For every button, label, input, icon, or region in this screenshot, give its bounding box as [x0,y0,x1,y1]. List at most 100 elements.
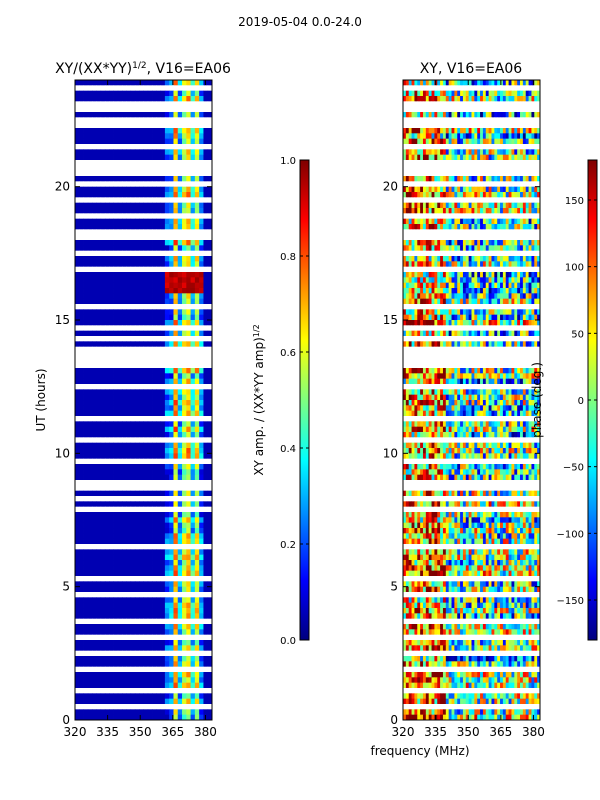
heatmap-cell [96,378,102,385]
heatmap-cell [126,597,132,604]
heatmap-cell [117,394,123,401]
heatmap-cell [182,666,187,673]
heatmap-cell [122,90,127,97]
heatmap-cell [194,149,200,156]
heatmap-cell [194,640,200,646]
heatmap-cell [147,405,153,412]
heatmap-cell [169,325,174,332]
heatmap-cell [100,186,106,193]
heatmap-cell [164,394,170,401]
heatmap-cell [169,661,174,668]
heatmap-cell [160,688,166,694]
heatmap-cell [113,160,119,166]
heatmap-cell [405,170,410,177]
heatmap-cell [122,373,127,380]
heatmap-cell [160,368,166,374]
heatmap-cell [508,170,512,177]
heatmap-cell [122,282,127,289]
heatmap-cell [109,186,114,193]
heatmap-cell [139,176,144,182]
heatmap-cell [164,325,170,332]
heatmap-cell [113,213,119,220]
heatmap-cell [143,277,149,284]
heatmap-cell [190,213,196,220]
heatmap-cell [164,405,170,412]
heatmap-cell [169,80,174,86]
heatmap-cell [440,165,444,172]
heatmap-cell [109,608,114,614]
heatmap-cell [203,394,209,401]
heatmap-cell [92,586,97,593]
heatmap-cell [194,373,200,380]
heatmap-cell [79,618,84,625]
heatmap-cell [79,266,84,273]
heatmap-cell [117,352,123,358]
heatmap-cell [87,570,93,577]
heatmap-cell [152,368,157,374]
heatmap-cell [511,85,515,92]
heatmap-cell [177,480,183,486]
heatmap-cell [457,192,461,198]
heatmap-cell [190,229,196,236]
heatmap-cell [83,666,89,673]
heatmap-cell [445,186,450,193]
heatmap-cell [177,533,183,540]
heatmap-cell [160,490,166,497]
heatmap-cell [164,90,170,97]
heatmap-cell [520,101,524,108]
heatmap-cell [139,373,144,380]
heatmap-cell [182,186,187,193]
heatmap-cell [122,336,127,342]
heatmap-cell [431,80,435,86]
heatmap-cell [113,218,119,225]
heatmap-cell [134,416,140,422]
heatmap-cell [96,618,102,625]
heatmap-cell [156,112,162,118]
heatmap-cell [75,218,80,225]
heatmap-cell [152,496,157,502]
heatmap-cell [156,442,162,449]
heatmap-cell [442,133,447,140]
heatmap-cell [143,490,149,497]
heatmap-cell [92,661,97,668]
heatmap-cell [134,90,140,97]
heatmap-cell [514,128,518,134]
heatmap-cell [194,282,200,289]
heatmap-cell [143,352,149,358]
heatmap-cell [460,186,464,193]
heatmap-cell [417,85,421,92]
heatmap-cell [130,554,136,561]
heatmap-cell [134,544,140,550]
heatmap-cell [156,336,162,342]
heatmap-cell [442,106,447,113]
heatmap-cell [130,533,136,540]
heatmap-cell [164,592,170,598]
heatmap-cell [130,202,136,209]
heatmap-cell [75,517,80,524]
heatmap-cell [505,133,509,140]
heatmap-cell [177,346,183,353]
heatmap-cell [199,650,204,657]
heatmap-cell [130,250,136,257]
heatmap-cell [207,234,212,241]
heatmap-cell [445,149,450,156]
heatmap-cell [113,448,119,454]
heatmap-cell [182,352,187,358]
heatmap-cell [113,704,119,710]
heatmap-cell [79,80,84,86]
heatmap-cell [143,506,149,513]
heatmap-cell [109,629,114,636]
heatmap-cell [113,458,119,465]
heatmap-cell [203,602,209,609]
heatmap-cell [497,138,501,145]
heatmap-cell [190,661,196,668]
heatmap-cell [75,405,80,412]
heatmap-cell [531,85,535,92]
heatmap-cell [92,373,97,380]
amp-colorbar-ticks: 0.00.20.40.60.81.0 [280,156,309,647]
heatmap-cell [100,245,106,252]
heatmap-cell [173,517,179,524]
heatmap-cell [448,106,452,113]
heatmap-cell [457,101,461,108]
